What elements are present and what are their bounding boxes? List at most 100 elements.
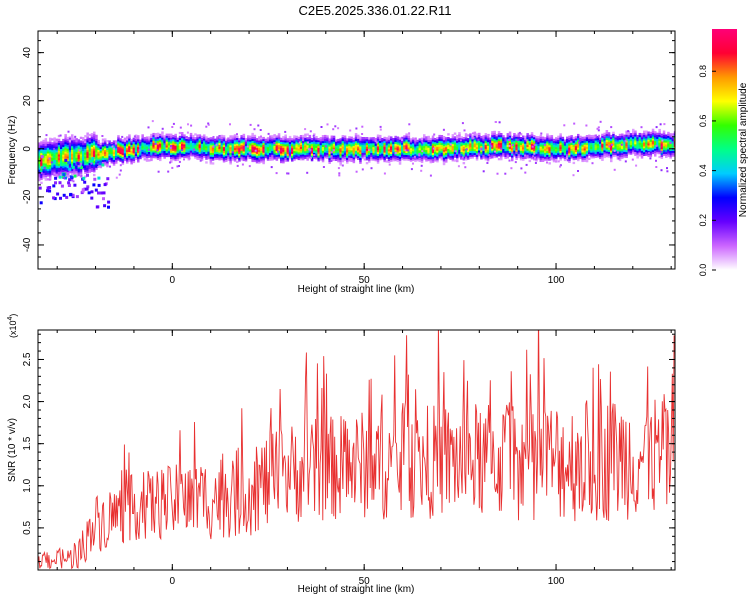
heatmap-cell	[563, 151, 567, 154]
heatmap-cell	[416, 151, 419, 154]
heatmap-cell	[264, 152, 268, 155]
heatmap-cell	[555, 144, 558, 148]
heatmap-cell	[244, 151, 248, 154]
heatmap-cell	[341, 150, 345, 153]
heatmap-cell	[423, 145, 426, 148]
heatmap-cell	[643, 147, 646, 151]
heatmap-cell	[387, 137, 391, 140]
heatmap-cell	[335, 156, 338, 159]
heatmap-cell	[449, 138, 452, 141]
heatmap-cell	[497, 144, 501, 147]
heatmap-cell	[229, 139, 232, 142]
heatmap-y-tick-label: 40	[22, 47, 33, 59]
heatmap-cell	[97, 145, 100, 148]
heatmap-cell	[209, 144, 213, 148]
heatmap-cell	[53, 162, 56, 165]
heatmap-cell	[308, 138, 312, 142]
heatmap-cell	[484, 158, 488, 161]
heatmap-cell	[222, 156, 226, 159]
heatmap-cell	[286, 153, 290, 156]
heatmap-cell	[143, 152, 147, 155]
heatmap-cell	[383, 172, 386, 175]
heatmap-cell	[39, 201, 43, 205]
heatmap-cell	[407, 141, 411, 144]
heatmap-cell	[246, 145, 249, 148]
heatmap-cell	[346, 144, 349, 147]
heatmap-cell	[40, 162, 43, 165]
heatmap-cell	[429, 145, 433, 148]
heatmap-cell	[262, 146, 265, 149]
heatmap-cell	[456, 146, 459, 149]
heatmap-cell	[590, 135, 593, 138]
heatmap-cell	[286, 155, 290, 158]
heatmap-cell	[412, 137, 415, 140]
heatmap-cell	[183, 151, 186, 154]
heatmap-cell	[66, 169, 70, 172]
heatmap-cell	[151, 120, 154, 123]
heatmap-cell	[112, 147, 115, 150]
heatmap-cell	[616, 151, 619, 154]
heatmap-cell	[115, 144, 118, 147]
heatmap-cell	[579, 145, 582, 148]
heatmap-cell	[181, 153, 184, 156]
heatmap-cell	[141, 140, 144, 143]
heatmap-cell	[45, 134, 48, 137]
heatmap-cell	[566, 155, 569, 159]
heatmap-cell	[365, 144, 369, 147]
heatmap-cell	[440, 140, 444, 143]
heatmap-cell	[141, 143, 144, 147]
heatmap-cell	[90, 162, 93, 165]
heatmap-cell	[528, 159, 532, 163]
heatmap-cell	[315, 155, 318, 158]
heatmap-cell	[75, 155, 78, 158]
heatmap-cell	[363, 144, 367, 148]
heatmap-cell	[170, 143, 173, 146]
heatmap-cell	[229, 162, 232, 165]
heatmap-cell	[502, 144, 505, 148]
heatmap-cell	[51, 171, 54, 174]
heatmap-cell	[552, 160, 556, 163]
heatmap-cells	[38, 120, 675, 209]
heatmap-cell	[275, 141, 279, 144]
heatmap-cell	[451, 155, 455, 158]
heatmap-cell	[77, 152, 81, 156]
heatmap-cell	[370, 146, 373, 150]
heatmap-cell	[306, 156, 309, 159]
heatmap-cell	[526, 150, 529, 153]
heatmap-cell	[636, 146, 639, 149]
heatmap-cell	[599, 156, 602, 160]
heatmap-cell	[308, 154, 312, 157]
heatmap-cell	[453, 151, 457, 154]
heatmap-cell	[93, 143, 96, 146]
heatmap-cell	[372, 152, 375, 155]
heatmap-cell	[599, 149, 602, 152]
heatmap-cell	[170, 156, 173, 159]
heatmap-cell	[176, 158, 180, 161]
heatmap-cell	[251, 156, 254, 159]
heatmap-cell	[654, 154, 657, 157]
heatmap-cell	[40, 155, 44, 159]
heatmap-cell	[220, 152, 224, 155]
heatmap-cell	[130, 150, 133, 153]
heatmap-cell	[552, 158, 556, 161]
heatmap-cell	[227, 143, 230, 146]
heatmap-cell	[85, 187, 89, 191]
heatmap-cell	[612, 141, 615, 144]
heatmap-cell	[88, 147, 92, 150]
heatmap-cell	[249, 156, 252, 159]
heatmap-cell	[253, 157, 257, 161]
heatmap-cell	[178, 155, 182, 158]
heatmap-cell	[167, 170, 170, 173]
heatmap-cell	[249, 152, 252, 156]
heatmap-cell	[645, 149, 648, 152]
heatmap-cell	[218, 148, 221, 151]
heatmap-cell	[130, 144, 133, 147]
heatmap-cell	[392, 138, 395, 141]
heatmap-cell	[418, 151, 422, 155]
heatmap-cell	[299, 154, 303, 157]
heatmap-cell	[266, 143, 270, 146]
heatmap-cell	[467, 142, 470, 145]
heatmap-cell	[383, 158, 386, 161]
heatmap-cell	[429, 153, 433, 156]
heatmap-cell	[500, 154, 503, 157]
